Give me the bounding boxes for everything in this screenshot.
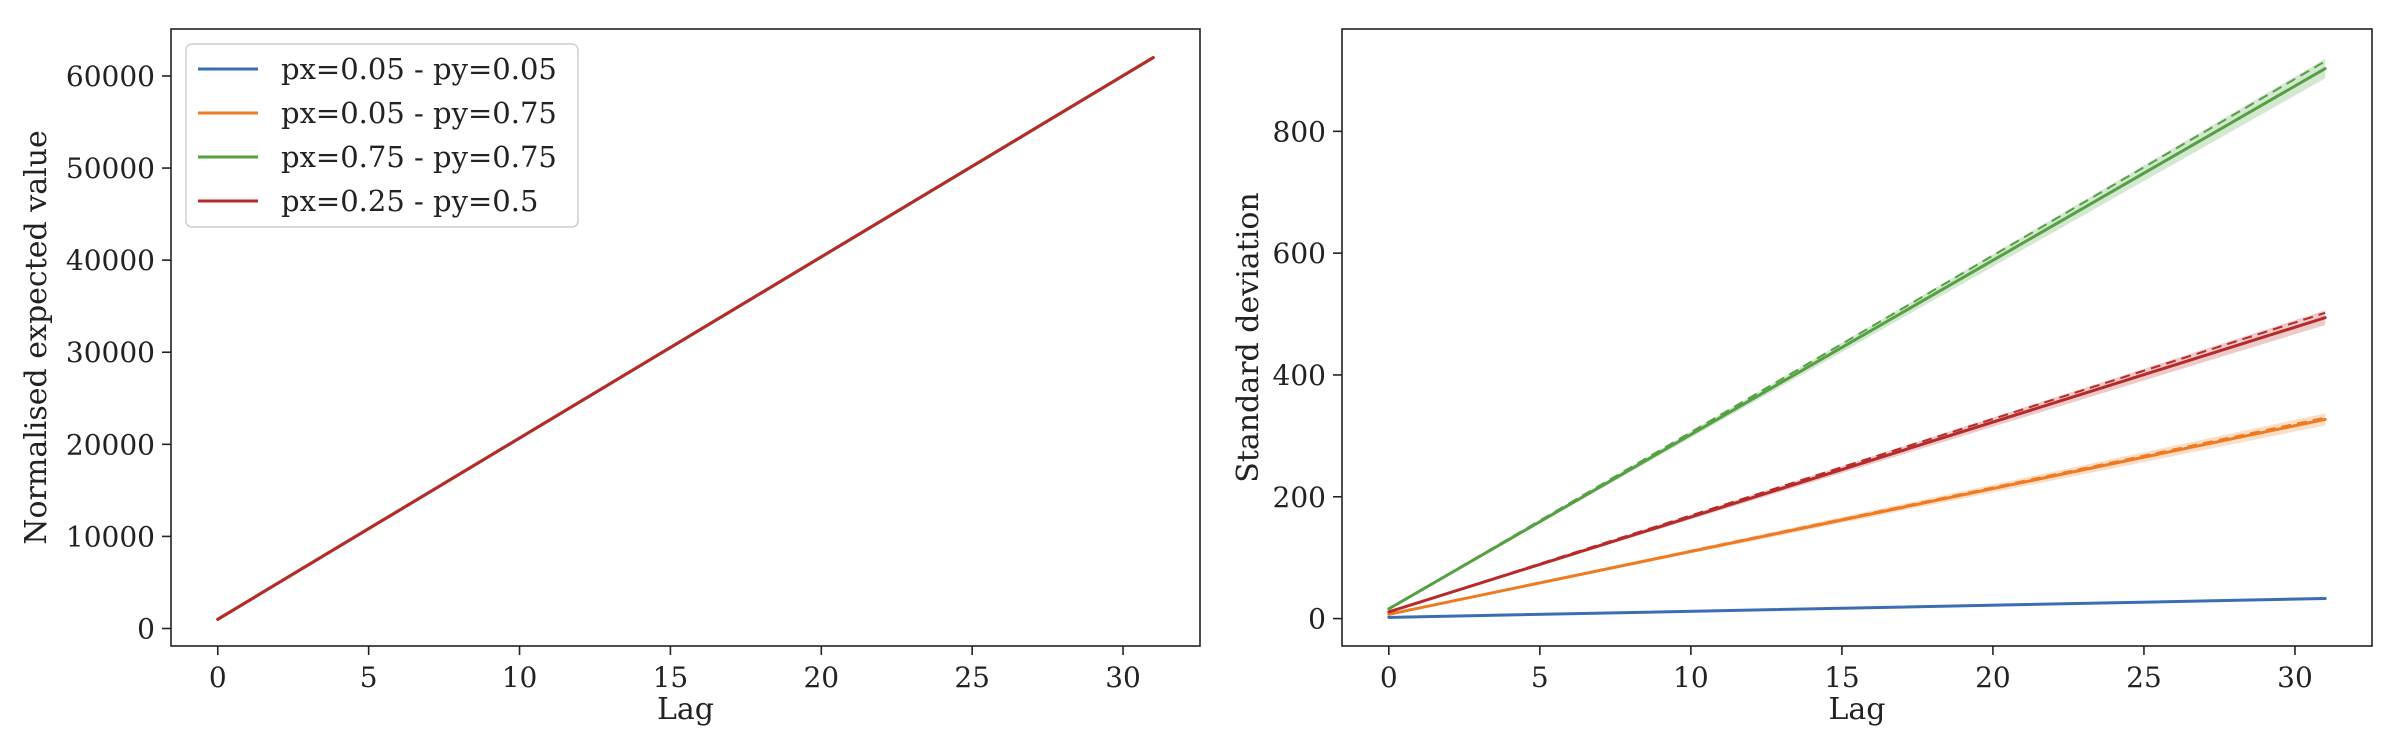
legend-label: px=0.05 - py=0.75 [281, 96, 557, 130]
legend-box [185, 43, 579, 228]
legend-entry: px=0.75 - py=0.75 [198, 140, 557, 174]
y-tick-label: 800 [1273, 115, 1326, 148]
legend-entry: px=0.25 - py=0.5 [198, 184, 538, 218]
legend-label: px=0.05 - py=0.05 [281, 52, 557, 86]
x-tick-label: 10 [1673, 661, 1709, 694]
x-tick-label: 25 [954, 661, 990, 694]
legend-entry: px=0.05 - py=0.75 [198, 96, 557, 130]
x-axis-label: Lag [1828, 692, 1885, 727]
series-line [1387, 417, 2327, 616]
confidence-band [1388, 58, 2326, 609]
x-tick-label: 0 [1380, 661, 1398, 694]
y-tick-label: 50000 [66, 152, 155, 185]
legend-label: px=0.75 - py=0.75 [281, 140, 557, 174]
x-axis-label: Lag [657, 692, 714, 727]
y-axis-label: Normalised expected value [19, 130, 54, 545]
y-tick-label: 400 [1273, 359, 1326, 392]
y-tick-label: 40000 [66, 244, 155, 277]
x-tick-label: 25 [2126, 661, 2162, 694]
y-tick-label: 200 [1273, 481, 1326, 514]
legend: px=0.05 - py=0.05 px=0.05 - py=0.75 px=0.7… [185, 43, 579, 228]
x-tick-label: 20 [1975, 661, 2011, 694]
y-tick-label: 0 [137, 613, 155, 646]
series-line [1387, 67, 2327, 611]
series-line [1387, 316, 2327, 614]
legend-label: px=0.25 - py=0.5 [281, 184, 538, 218]
y-tick-label: 30000 [66, 336, 155, 369]
right-panel-series-2 [1387, 413, 2327, 616]
right-panel-series-1 [1387, 596, 2327, 619]
right-panel-series-4 [1387, 310, 2327, 614]
axes-frame [1341, 28, 2373, 647]
left-panel-series-4 [216, 56, 1155, 621]
axes-frame [170, 28, 1201, 647]
left-panel: 0 5 10 15 20 25 30 0 10000 20000 30000 40000 50000 60… [19, 28, 1201, 727]
x-tick-label: 0 [209, 661, 227, 694]
series-line [216, 56, 1155, 621]
x-tick-label: 20 [803, 661, 839, 694]
legend-entry: px=0.05 - py=0.05 [198, 52, 557, 86]
x-tick-label: 30 [2277, 661, 2313, 694]
x-tick-label: 5 [360, 661, 378, 694]
x-tick-label: 5 [1531, 661, 1549, 694]
y-axis-label: Standard deviation [1231, 192, 1266, 482]
right-panel-series-3 [1387, 58, 2327, 611]
x-tick-label: 15 [653, 661, 689, 694]
y-tick-label: 10000 [66, 520, 155, 553]
y-tick-label: 60000 [66, 60, 155, 93]
x-tick-label: 15 [1824, 661, 1860, 694]
y-tick-label: 0 [1308, 603, 1326, 636]
right-panel: 0 5 10 15 20 25 30 0 200 400 600 800 Lag Standard dev… [1231, 28, 2373, 727]
y-tick-label: 600 [1273, 237, 1326, 270]
series-line [1387, 596, 2327, 619]
y-tick-label: 20000 [66, 428, 155, 461]
x-tick-label: 10 [502, 661, 538, 694]
x-tick-label: 30 [1105, 661, 1141, 694]
